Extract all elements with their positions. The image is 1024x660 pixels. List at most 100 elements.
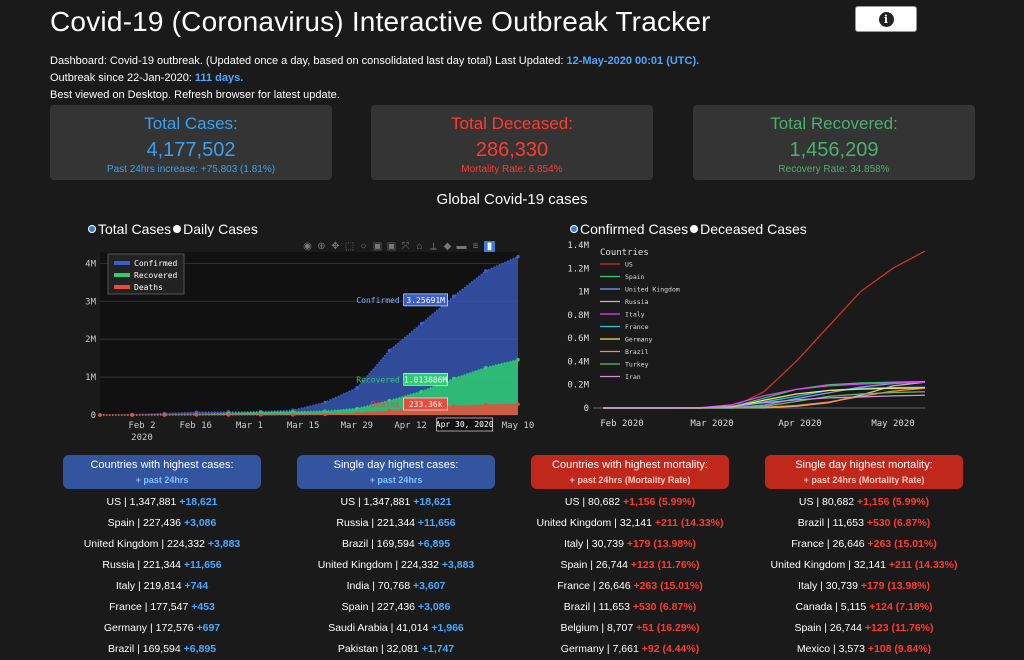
row-country-value: US | 80,682 (564, 496, 624, 508)
row-country-value: Brazil | 169,594 (107, 643, 184, 655)
radio-deceased-cases[interactable] (690, 225, 699, 233)
table-title: Single day highest cases: (333, 459, 459, 471)
row-increase: +3,086 (417, 601, 451, 613)
total-deceased-card: Total Deceased: 286,330 Mortality Rate: … (371, 105, 653, 180)
table-row: Germany | 7,661 +92 (4.44%) (510, 639, 750, 660)
info-icon: i (878, 11, 894, 27)
info-button[interactable]: i (855, 6, 917, 32)
row-country-value: Brazil | 11,653 (563, 601, 633, 613)
row-increase: +6,895 (417, 538, 451, 550)
compare-icon[interactable]: ≡ (472, 241, 479, 252)
desktop-note: Best viewed on Desktop. Refresh browser … (50, 89, 340, 101)
legend-label: Brazil (625, 348, 649, 356)
hover-recovered-value: 1.013886M (404, 375, 448, 384)
row-country-value: Spain | 227,436 (107, 517, 184, 529)
row-increase: +11,656 (417, 517, 456, 529)
row-country-value: France | 26,646 (791, 538, 868, 550)
y-tick-label: 3M (85, 297, 96, 307)
radio-total-cases-label[interactable]: Total Cases (98, 221, 172, 237)
radio-daily-cases-label[interactable]: Daily Cases (183, 221, 258, 237)
zoom-out-icon[interactable]: ▣ (386, 241, 397, 252)
table-header: Countries with highest mortality: + past … (531, 455, 729, 489)
row-increase: +179 (13.98%) (626, 538, 697, 550)
row-increase: +3,607 (412, 580, 446, 592)
box-select-icon[interactable]: ⬚ (344, 241, 355, 252)
chart-legend: Confirmed Recovered Deaths (107, 253, 185, 295)
row-increase: +124 (7.18%) (869, 601, 933, 613)
row-country-value: India | 70,768 (346, 580, 413, 592)
radio-deceased-cases-label[interactable]: Deceased Cases (700, 221, 807, 237)
autoscale-icon[interactable]: ⤧ (401, 241, 410, 252)
hover-deaths-name: Deaths (371, 400, 400, 409)
row-increase: +530 (6.87%) (866, 517, 931, 529)
total-cases-chart[interactable]: 0 1M 2M 3M 4M Feb 2 2020 Feb 16 Mar 1 Mar 15 Mar 2… (60, 240, 540, 445)
x-tick-label: Mar 29 (341, 421, 374, 431)
home-icon[interactable]: ⌂ (416, 241, 423, 252)
row-country-value: Italy | 30,739 (563, 538, 627, 550)
table-row: Italy | 30,739 +179 (13.98%) (744, 576, 984, 597)
total-recovered-value: 1,456,209 (789, 139, 879, 161)
row-country-value: France | 26,646 (557, 580, 634, 592)
x-tick-label: Feb 2 (128, 421, 155, 431)
radio-total-cases[interactable] (88, 225, 96, 233)
table-row: Brazil | 11,653 +530 (6.87%) (510, 597, 750, 618)
radio-confirmed-cases[interactable] (570, 225, 578, 233)
row-increase: +108 (9.84%) (867, 643, 932, 655)
zoom-icon[interactable]: ⊕ (317, 241, 326, 252)
table-rows: US | 80,682 +1,156 (5.99%) Brazil | 11,65… (744, 492, 984, 660)
hover-deaths-value: 233.36k (409, 400, 443, 409)
left-chart-toggle: Total Cases Daily Cases (88, 221, 258, 237)
hover-closest-icon[interactable]: ◆ (443, 241, 452, 252)
camera-icon[interactable]: ◉ (303, 241, 312, 252)
table-row: United Kingdom | 32,141 +211 (14.33%) (510, 513, 750, 534)
row-country-value: US | 80,682 (798, 496, 858, 508)
total-recovered-label: Total Recovered: (770, 114, 898, 133)
hover-confirmed-box (403, 293, 448, 307)
hover-compare-icon[interactable]: ▬ (456, 241, 467, 252)
outbreak-days: 111 days. (194, 72, 244, 84)
row-country-value: Russia | 221,344 (336, 517, 418, 529)
row-country-value: Belgium | 8,707 (560, 622, 637, 634)
table-row: Canada | 5,115 +124 (7.18%) (744, 597, 984, 618)
total-cases-sub: Past 24hrs increase: +75,803 (1.81%) (106, 164, 276, 175)
spike-icon[interactable]: ⟂ (430, 241, 437, 252)
row-country-value: Spain | 26,744 (560, 559, 631, 571)
hover-confirmed-name: Confirmed (356, 296, 400, 305)
hover-recovered: Recovered 1.013886M (356, 373, 448, 386)
y-tick-label: 1.4M (567, 241, 589, 251)
x-tick-label: Mar 1 (236, 421, 263, 431)
outbreak-prefix: Outbreak since 22-Jan-2020: (50, 72, 195, 84)
deaths-point (258, 413, 263, 417)
radio-confirmed-cases-label[interactable]: Confirmed Cases (580, 221, 689, 237)
table-row: France | 177,547 +453 (42, 597, 282, 618)
row-country-value: Brazil | 169,594 (341, 538, 418, 550)
table-row: France | 26,646 +263 (15.01%) (510, 576, 750, 597)
update-prefix: Dashboard: Covid-19 outbreak. (Updated o… (50, 55, 567, 67)
total-cases-label: Total Cases: (144, 114, 238, 133)
series-united-kingdom (603, 381, 926, 409)
lasso-icon[interactable]: ○ (360, 241, 367, 252)
x-tick-label: Feb 2020 (600, 419, 643, 429)
table-row: US | 1,347,881 +18,621 (42, 492, 282, 513)
plotly-logo-icon[interactable]: ▮ (484, 241, 495, 252)
deaths-area (100, 404, 518, 415)
radio-daily-cases[interactable] (173, 225, 182, 233)
zoom-in-icon[interactable]: ▣ (372, 241, 383, 252)
table-subtitle: + past 24hrs (369, 475, 423, 485)
confirmed-by-country-chart[interactable]: 0 0.2M 0.4M 0.6M 0.8M 1M 1.2M 1.4M Feb 2020 Mar 2… (545, 238, 935, 443)
legend-label: United Kingdom (625, 286, 680, 294)
row-increase: +697 (196, 622, 221, 634)
legend-label: Recovered (134, 271, 178, 280)
table-header: Single day highest cases: + past 24hrs (297, 455, 495, 489)
row-increase: +744 (184, 580, 209, 592)
row-increase: +123 (11.76%) (630, 559, 700, 571)
table-row: Italy | 30,739 +179 (13.98%) (510, 534, 750, 555)
row-increase: +51 (16.29%) (636, 622, 700, 634)
row-country-value: US | 1,347,881 (340, 496, 414, 508)
pan-icon[interactable]: ✥ (331, 241, 340, 252)
legend-label: Russia (625, 298, 649, 306)
last-updated: 12-May-2020 00:01 (UTC). (566, 55, 700, 67)
deaths-point (516, 402, 520, 406)
row-increase: +263 (15.01%) (867, 538, 937, 550)
legend-label: US (625, 261, 633, 269)
